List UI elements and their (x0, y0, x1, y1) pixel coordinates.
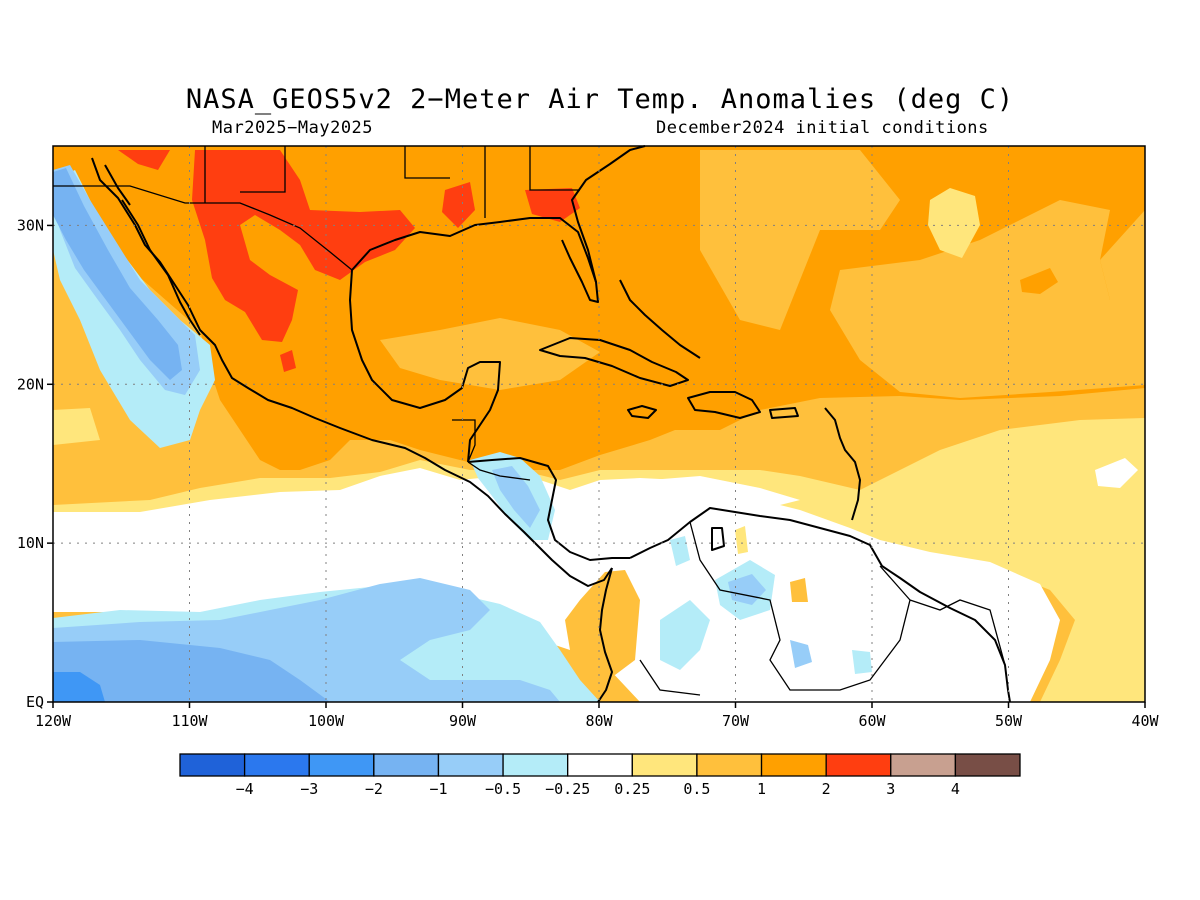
colorbar-label: 1 (757, 780, 766, 798)
colorbar-label: 2 (822, 780, 831, 798)
colorbar-swatch (179, 753, 246, 777)
forecast-period: Mar2025−May2025 (212, 118, 374, 138)
colorbar-label: 3 (886, 780, 895, 798)
colorbar-label: 0.5 (683, 780, 710, 798)
colorbar-swatch (567, 753, 633, 777)
colorbar-swatch (437, 753, 504, 777)
lon-tick-label: 50W (995, 712, 1023, 730)
colorbar-swatch (696, 753, 763, 777)
graticule (53, 146, 1145, 702)
colorbar-label: 4 (951, 780, 960, 798)
colorbar-label: 0.25 (614, 780, 650, 798)
lat-tick-label: EQ (26, 693, 44, 711)
political-borders (53, 146, 1006, 696)
coastlines (91, 145, 1011, 703)
colorbar-label: −2 (365, 780, 383, 798)
latitude-axis: EQ 10N 20N 30N (17, 216, 53, 711)
colorbar-label: −0.25 (545, 780, 590, 798)
colorbar-swatch (825, 753, 892, 777)
lat-tick-label: 30N (17, 216, 44, 234)
lon-tick-label: 70W (722, 712, 750, 730)
colorbar-swatch (373, 753, 440, 777)
colorbar-swatch (308, 753, 375, 777)
lon-tick-label: 60W (858, 712, 886, 730)
colorbar-label: −1 (429, 780, 447, 798)
initial-conditions: December2024 initial conditions (656, 118, 989, 138)
lat-tick-label: 20N (17, 375, 44, 393)
lon-tick-label: 80W (585, 712, 613, 730)
lon-tick-label: 90W (449, 712, 477, 730)
lon-tick-label: 40W (1131, 712, 1159, 730)
colorbar-swatch (890, 753, 957, 777)
lon-tick-label: 100W (308, 712, 345, 730)
lat-tick-label: 10N (17, 534, 44, 552)
colorbar-swatch (760, 753, 827, 777)
lon-tick-label: 110W (171, 712, 208, 730)
longitude-axis: 120W 110W 100W 90W 80W 70W 60W 50W 40W (35, 702, 1160, 730)
colorbar-swatch (954, 753, 1021, 777)
colorbar: −4 −3 −2 −1 −0.5 −0.25 0.25 0.5 1 2 3 4 (179, 753, 1021, 798)
colorbar-label: −3 (300, 780, 318, 798)
colorbar-label: −0.5 (485, 780, 521, 798)
map-title: NASA_GEOS5v2 2−Meter Air Temp. Anomalies… (185, 84, 1015, 115)
colorbar-swatch (631, 753, 698, 777)
colorbar-swatch (502, 753, 569, 777)
lon-tick-label: 120W (35, 712, 72, 730)
colorbar-swatch (243, 753, 310, 777)
colorbar-label: −4 (236, 780, 254, 798)
